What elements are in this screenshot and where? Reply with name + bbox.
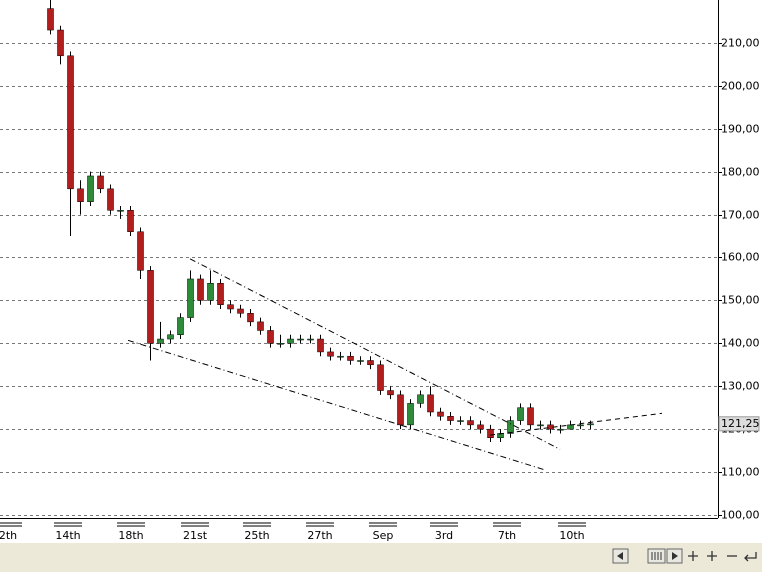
y-tick-label: 200,00: [721, 80, 760, 93]
candle-body: [217, 282, 224, 305]
candle-body: [327, 351, 334, 357]
candle-body: [347, 355, 354, 361]
last-price-label: 121,25: [721, 417, 760, 430]
candle-body: [487, 428, 494, 438]
candle-body: [117, 210, 124, 212]
scroll-thumb[interactable]: [647, 548, 666, 564]
candle-body: [587, 423, 594, 426]
candle-body: [357, 360, 364, 362]
candle-body: [557, 428, 564, 431]
candle-body: [527, 407, 534, 426]
candle-body: [437, 411, 444, 417]
candle-body: [107, 188, 114, 211]
zoom-in-alt-button[interactable]: [707, 551, 717, 561]
candle-body: [47, 8, 54, 31]
candle-body: [397, 394, 404, 426]
y-tick-label: 110,00: [721, 466, 760, 479]
last-price-box: [718, 416, 760, 432]
trend-line: [489, 412, 663, 436]
candle-body: [537, 424, 544, 427]
toolbar-buttons: [612, 548, 757, 564]
candle-body: [447, 416, 454, 421]
plot-area: [0, 0, 718, 518]
reset-button[interactable]: [744, 552, 757, 562]
candle-body: [567, 424, 574, 430]
candle-body: [57, 29, 64, 57]
candle-body: [227, 304, 234, 310]
candle-body: [147, 270, 154, 344]
candle-body: [317, 338, 324, 353]
candle-body: [67, 55, 74, 190]
y-tick-label: 180,00: [721, 166, 760, 179]
candle-body: [377, 364, 384, 391]
x-tick-label: 18th: [118, 529, 143, 542]
y-tick-label: 130,00: [721, 380, 760, 393]
x-tick-label: 25th: [244, 529, 269, 542]
candle-body: [367, 360, 374, 366]
candle-body: [197, 278, 204, 301]
candle-body: [517, 407, 524, 421]
x-tick-label: Sep: [373, 529, 394, 542]
candle-body: [157, 338, 164, 344]
candle-body: [247, 313, 254, 323]
zoom-in-button[interactable]: [688, 551, 698, 561]
candle-body: [417, 394, 424, 404]
toolbar: [0, 543, 762, 572]
y-tick-label: 190,00: [721, 123, 760, 136]
x-tick-label: 10th: [559, 529, 584, 542]
candle-body: [177, 317, 184, 335]
candle-body: [207, 282, 214, 301]
trend-line: [189, 258, 561, 450]
candle-body: [297, 338, 304, 341]
scroll-left-icon: [617, 552, 623, 560]
y-tick-label: 150,00: [721, 294, 760, 307]
candle-body: [467, 420, 474, 426]
candle-body: [167, 334, 174, 340]
candle-body: [97, 175, 104, 190]
candle-body: [237, 308, 244, 314]
candle-body: [407, 403, 414, 426]
candle-body: [127, 210, 134, 232]
candle-body: [577, 424, 584, 427]
x-tick-label: 2th: [0, 529, 17, 542]
candle-body: [427, 394, 434, 413]
candle-body: [257, 321, 264, 331]
candle-body: [137, 231, 144, 271]
x-tick-label: 27th: [307, 529, 332, 542]
y-tick-label: 210,00: [721, 37, 760, 50]
scroll-right-icon: [672, 552, 678, 560]
y-tick-label: 170,00: [721, 209, 760, 222]
x-tick-label: 7th: [498, 529, 516, 542]
y-tick-label: 140,00: [721, 337, 760, 350]
candle-body: [457, 420, 464, 422]
scroll-thumb-icon: [651, 552, 662, 560]
x-tick-label: 21st: [183, 529, 208, 542]
candle-body: [387, 390, 394, 396]
candle-body: [187, 278, 194, 318]
y-tick-label: 160,00: [721, 251, 760, 264]
candle-body: [307, 338, 314, 341]
candle-body: [267, 330, 274, 344]
candle-body: [277, 343, 284, 345]
candle-body: [477, 424, 484, 430]
x-tick-label: 3rd: [435, 529, 453, 542]
y-tick-label: 100,00: [721, 509, 760, 522]
candle-body: [77, 188, 84, 202]
x-tick-label: 14th: [55, 529, 80, 542]
candle-body: [337, 355, 344, 358]
candle-body: [287, 338, 294, 344]
candle-body: [87, 175, 94, 202]
candle-body: [507, 420, 514, 434]
